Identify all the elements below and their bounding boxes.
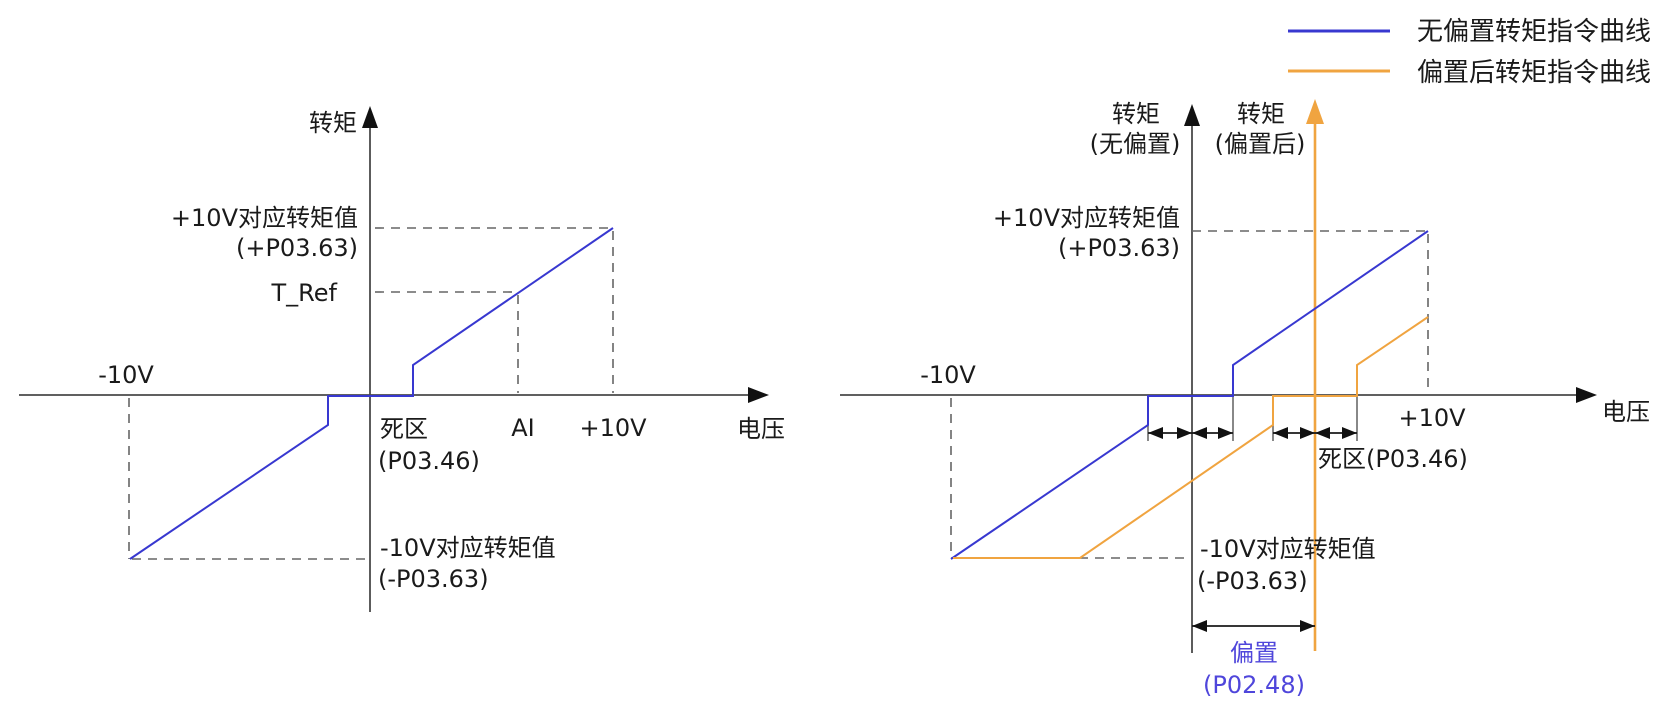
offset-label-line1: 偏置 <box>1230 639 1278 667</box>
right-y-axis1-label-line2: (无偏置) <box>1090 130 1181 158</box>
left-pos-torque-label-line2: (+P03.63) <box>236 234 358 262</box>
left-y-axis-label: 转矩 <box>309 109 357 137</box>
left-tref-label: T_Ref <box>271 279 338 307</box>
left-ai-label: AI <box>511 414 535 442</box>
left-pos10v-label: +10V <box>579 414 647 442</box>
legend: 无偏置转矩指令曲线 偏置后转矩指令曲线 <box>1288 17 1651 88</box>
right-y-axis2-label-line2: (偏置后) <box>1215 130 1306 158</box>
left-x-axis-arrow-icon <box>748 387 769 403</box>
right-x-axis-arrow-icon <box>1576 387 1597 403</box>
right-pos-torque-label-line1: +10V对应转矩值 <box>993 204 1180 232</box>
left-neg-torque-label-line1: -10V对应转矩值 <box>380 534 556 562</box>
right-deadzone-label: 死区(P03.46) <box>1318 445 1468 473</box>
right-chart: 转矩 (无偏置) 转矩 (偏置后) +10V对应转矩值 (+P03.63) -1… <box>840 99 1650 699</box>
right-neg10v-label: -10V <box>920 361 976 389</box>
right-pos-torque-label-line2: (+P03.63) <box>1058 234 1180 262</box>
right-y-axis2-label-line1: 转矩 <box>1237 100 1285 128</box>
right-y-axis-offset-arrow-icon <box>1306 99 1324 124</box>
legend-label-offset: 偏置后转矩指令曲线 <box>1417 58 1651 88</box>
right-y-axis1-label-line1: 转矩 <box>1112 100 1160 128</box>
left-x-axis-label: 电压 <box>737 415 785 443</box>
right-pos10v-label: +10V <box>1398 404 1466 432</box>
offset-label-line2: (P02.48) <box>1203 671 1305 699</box>
left-torque-curve <box>129 227 614 560</box>
left-y-axis-arrow-icon <box>362 106 378 128</box>
left-deadzone-label-line1: 死区 <box>380 415 428 443</box>
right-neg-torque-label-line2: (-P03.63) <box>1197 567 1308 595</box>
left-neg-torque-label-line2: (-P03.63) <box>378 565 489 593</box>
right-torque-curve-offset <box>953 316 1429 559</box>
right-x-axis-label: 电压 <box>1602 398 1650 426</box>
left-pos-torque-label-line1: +10V对应转矩值 <box>171 204 358 232</box>
right-y-axis-no-offset-arrow-icon <box>1184 104 1200 126</box>
left-chart: 转矩 +10V对应转矩值 (+P03.63) T_Ref -10V 死区 (P0… <box>19 106 785 612</box>
right-torque-curve-no-offset <box>950 230 1429 560</box>
left-deadzone-label-line2: (P03.46) <box>378 447 480 475</box>
right-neg-torque-label-line1: -10V对应转矩值 <box>1200 535 1376 563</box>
legend-label-no-offset: 无偏置转矩指令曲线 <box>1417 17 1651 47</box>
left-neg10v-label: -10V <box>98 361 154 389</box>
